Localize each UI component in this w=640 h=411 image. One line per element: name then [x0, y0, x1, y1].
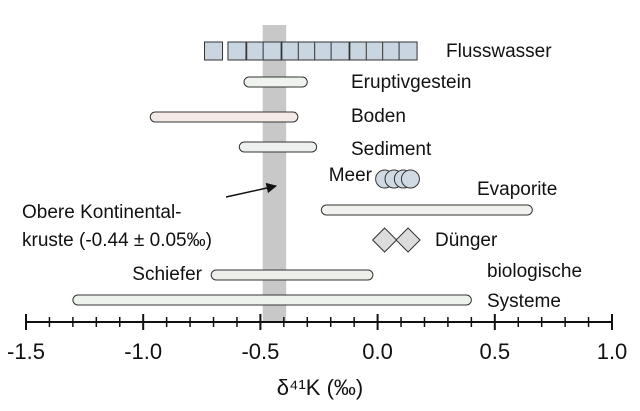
circle-point [400, 169, 420, 189]
annotation-arrow [225, 182, 278, 198]
range-bar [210, 269, 374, 281]
x-tick-label: 1.0 [597, 339, 628, 364]
crust-band [262, 25, 287, 322]
series-label: Evaporite [477, 179, 557, 200]
series-label: biologische [487, 261, 582, 282]
x-tick-label: -0.5 [241, 339, 279, 364]
square-point [382, 41, 402, 61]
square-point [227, 41, 247, 61]
series-label: Eruptivgestein [351, 72, 471, 93]
range-bar [243, 76, 308, 88]
annotation: kruste (-0.44 ± 0.05‰) [22, 230, 212, 251]
series-label: Schiefer [132, 264, 202, 285]
square-point [398, 41, 418, 61]
annotation: Obere Kontinental- [22, 202, 182, 223]
square-point [297, 41, 317, 61]
x-axis-label: δ⁴¹K (‰) [277, 375, 363, 400]
range-bar [320, 204, 533, 216]
square-point [330, 41, 350, 61]
square-point [349, 41, 369, 61]
square-point [281, 41, 301, 61]
series-label: Sediment [351, 139, 432, 160]
x-tick-label: 0.5 [480, 339, 511, 364]
series-label: Flusswasser [446, 41, 552, 62]
x-tick-label: -1.5 [7, 339, 45, 364]
series-label: Meer [329, 165, 373, 186]
square-point [262, 41, 282, 61]
range-bar [238, 141, 318, 153]
x-tick-label: -1.0 [124, 339, 162, 364]
square-point [365, 41, 385, 61]
x-tick-label: 0.0 [362, 339, 393, 364]
square-point [314, 41, 334, 61]
diamond-point [395, 227, 421, 253]
series-label: Boden [351, 106, 406, 127]
series-label: Systeme [487, 291, 561, 312]
range-bar [149, 111, 299, 123]
diamond-point [371, 227, 398, 253]
square-point [204, 41, 224, 61]
range-bar [72, 294, 472, 306]
series-label: Dünger [435, 230, 498, 251]
square-point [246, 41, 266, 61]
